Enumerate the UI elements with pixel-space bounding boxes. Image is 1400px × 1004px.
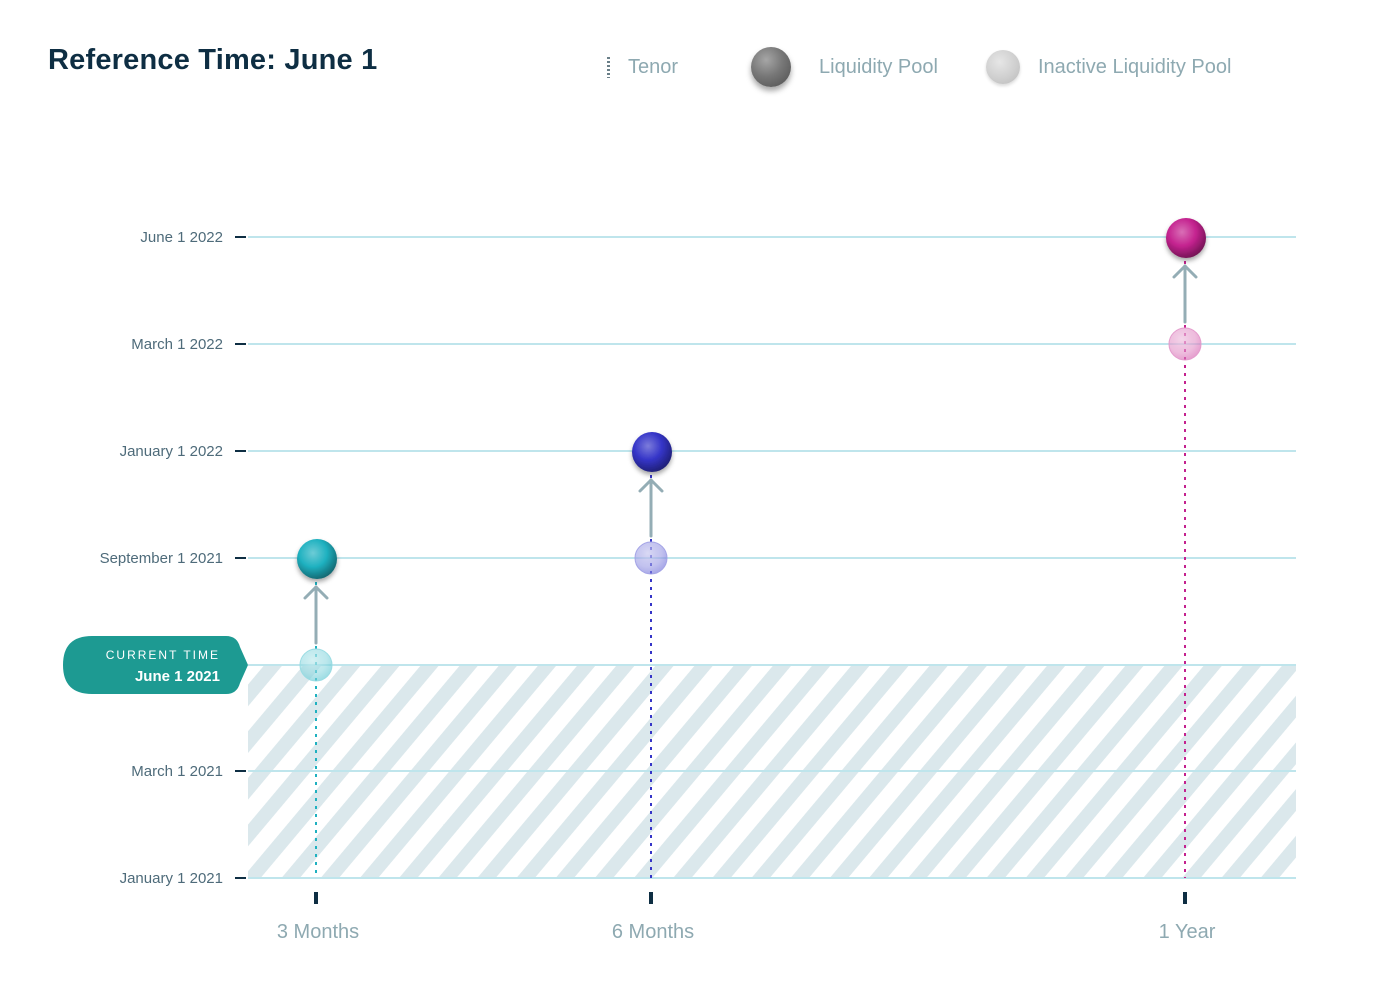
arrow-head — [638, 478, 664, 493]
y-tick-label: June 1 2022 — [140, 229, 223, 246]
inactive-liquidity-pool-icon — [986, 50, 1020, 84]
current-time-label: CURRENT TIME — [106, 648, 220, 662]
x-tick-mark — [1183, 892, 1187, 904]
x-tick-mark — [314, 892, 318, 904]
chart-title: Reference Time: June 1 — [48, 44, 378, 76]
legend-pool-label: Liquidity Pool — [819, 55, 938, 78]
legend-tenor-label: Tenor — [628, 55, 679, 78]
current-time-callout-shape — [63, 636, 248, 694]
x-tick-label-1-year: 1 Year — [1159, 921, 1216, 943]
inactive-pool-6-months — [634, 541, 668, 575]
current-time-date: June 1 2021 — [135, 668, 220, 685]
liquidity-pool-1-year — [1166, 218, 1206, 258]
x-tick-label-6-months: 6 Months — [612, 921, 694, 943]
x-tick-mark — [649, 892, 653, 904]
progression-arrow-1-year — [1172, 264, 1198, 324]
y-tick-label: March 1 2021 — [131, 763, 223, 780]
y-tick-label: January 1 2021 — [120, 870, 223, 887]
current-time-callout: CURRENT TIME June 1 2021 — [63, 636, 248, 694]
y-tick-label: September 1 2021 — [100, 550, 223, 567]
liquidity-pool-icon — [751, 47, 791, 87]
arrow-head — [303, 585, 329, 600]
inactive-pool-1-year — [1168, 327, 1202, 361]
liquidity-pool-6-months — [632, 432, 672, 472]
x-tick-label-3-months: 3 Months — [277, 921, 359, 943]
legend-inactive-liquidity-pool: Inactive Liquidity Pool — [986, 45, 1231, 89]
legend-tenor: Tenor — [606, 45, 678, 89]
y-tick-label: January 1 2022 — [120, 443, 223, 460]
inactive-pool-3-months — [299, 648, 333, 682]
progression-arrow-3-months — [303, 585, 329, 645]
arrow-head — [1172, 264, 1198, 279]
tenor-line-icon — [606, 56, 610, 78]
progression-arrow-6-months — [638, 478, 664, 538]
legend-inactive-label: Inactive Liquidity Pool — [1038, 55, 1232, 78]
liquidity-pool-3-months — [297, 539, 337, 579]
y-tick-label: March 1 2022 — [131, 336, 223, 353]
legend-liquidity-pool: Liquidity Pool — [751, 45, 938, 89]
